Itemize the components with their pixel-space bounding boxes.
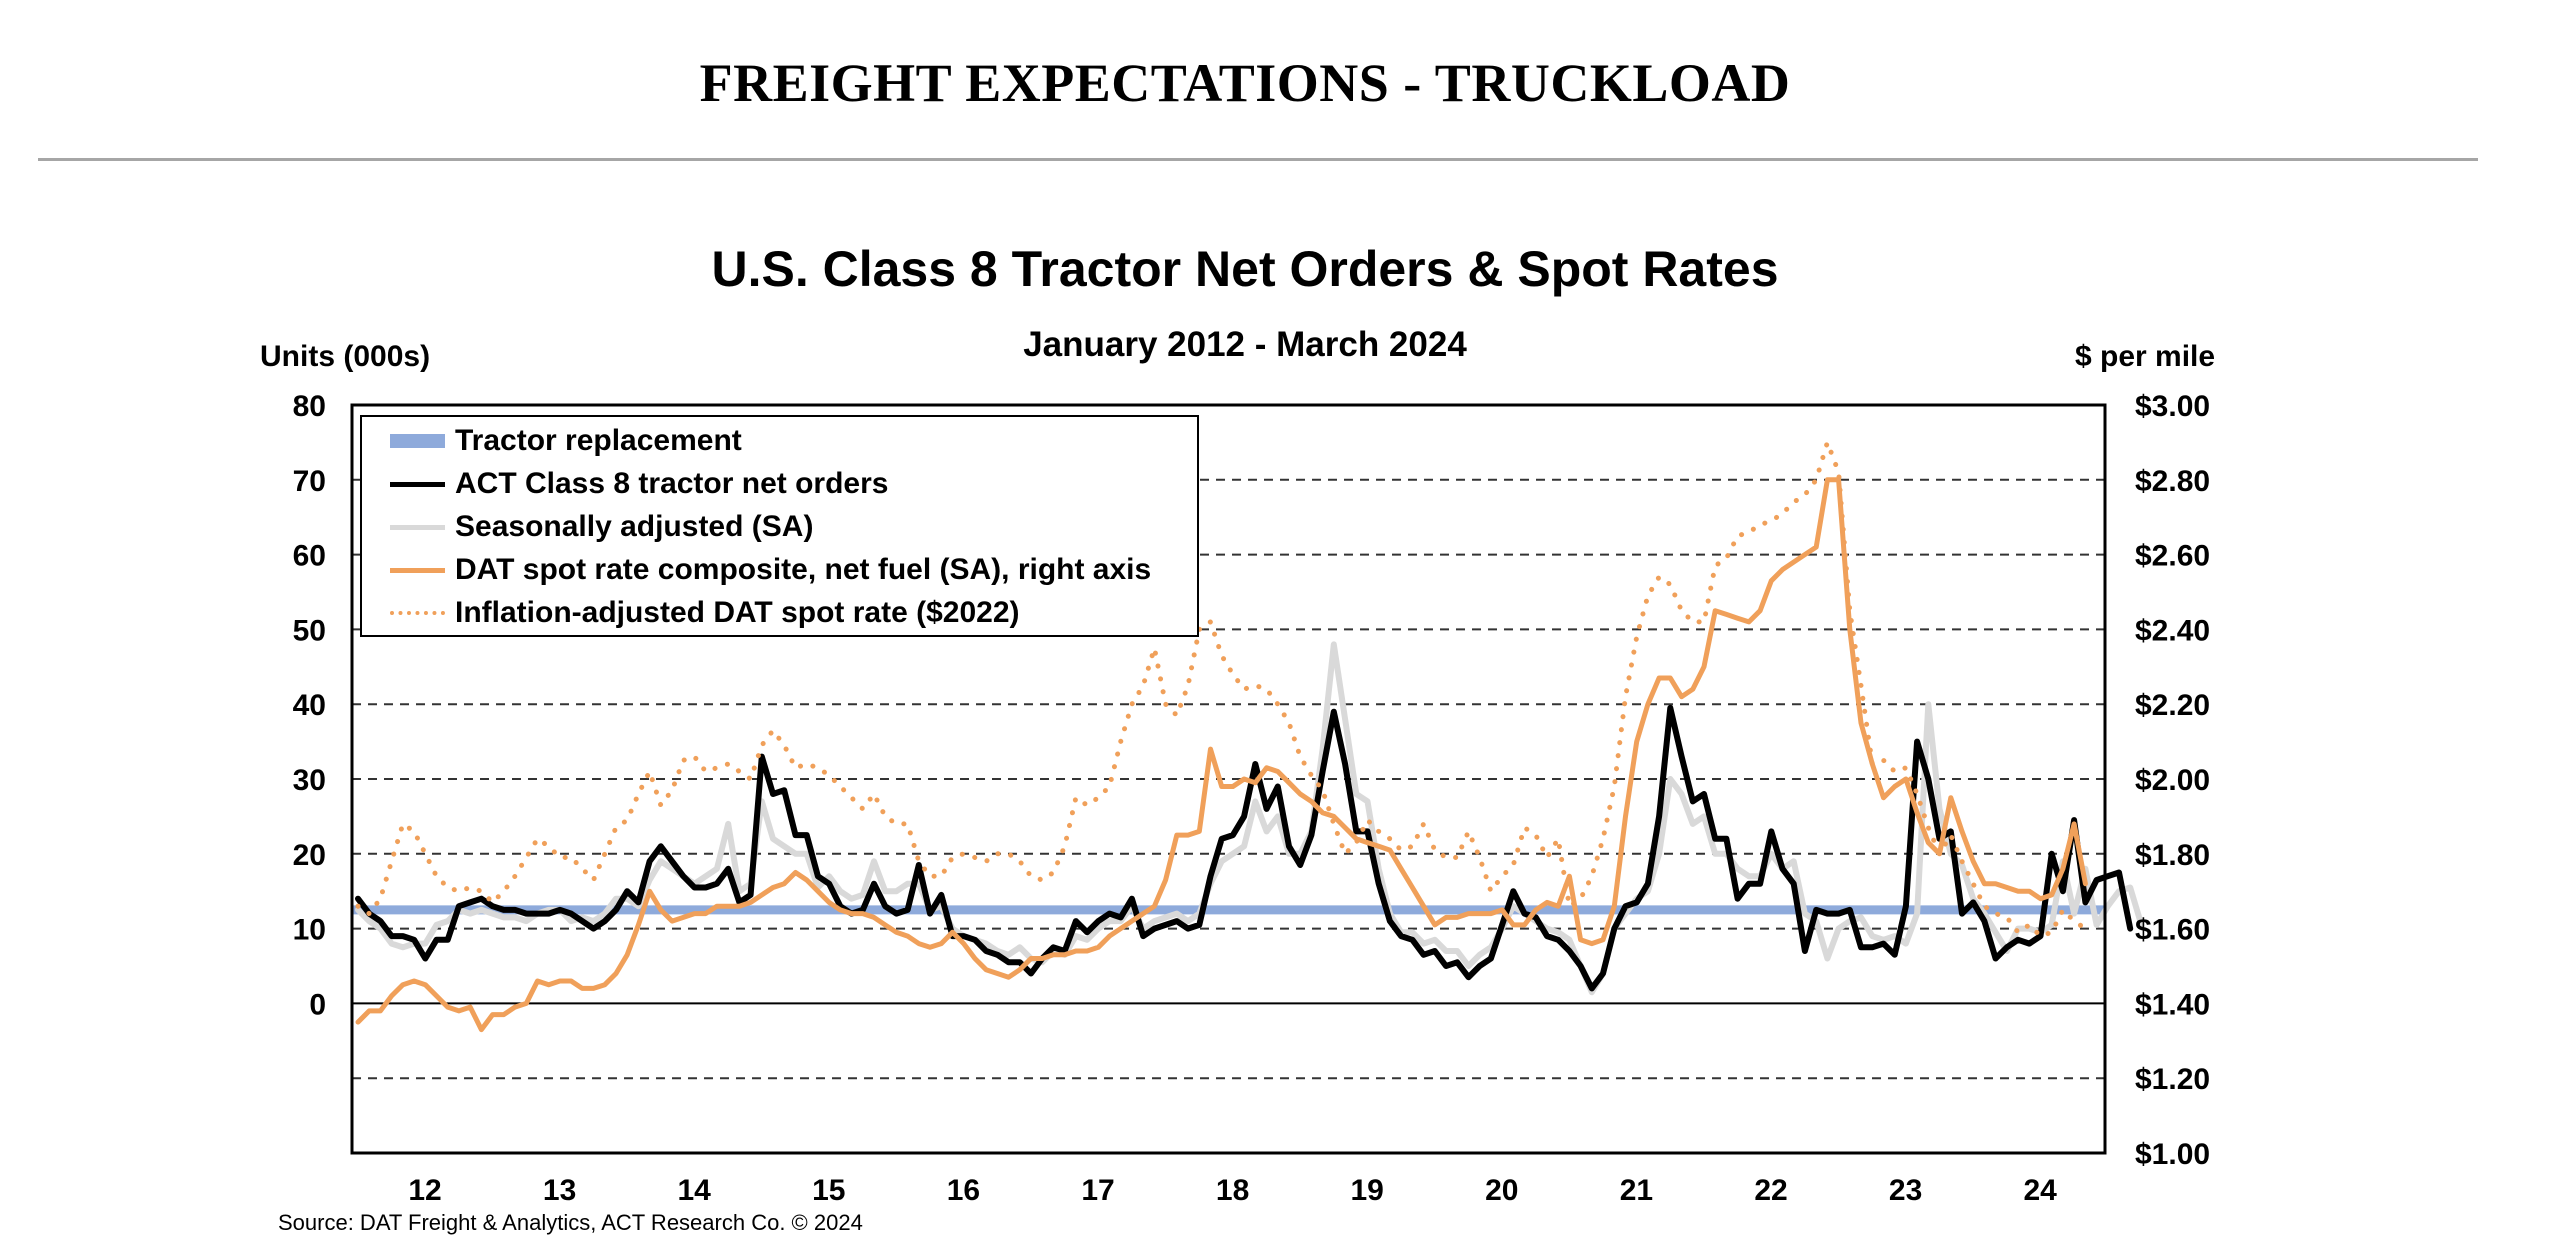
y-tick-label-left: 20	[293, 839, 326, 872]
legend-swatch-black-line	[390, 481, 445, 487]
x-tick-label: 12	[408, 1174, 441, 1207]
y-tick-label-left: 0	[309, 988, 326, 1021]
y-tick-label-right: $2.00	[2135, 764, 2210, 797]
x-tick-label: 20	[1485, 1174, 1518, 1207]
plot-frame	[350, 403, 2107, 1155]
legend-label: Inflation-adjusted DAT spot rate ($2022)	[455, 596, 1020, 629]
tick-labels: 80 70 60 50 40 30 20 10 0 $3.00 $2.80 $2.60 $2.40 $2.…	[293, 390, 2210, 1207]
legend-swatch-orange-dotted	[390, 611, 445, 615]
legend-swatch-band	[390, 434, 445, 448]
y-tick-label-left: 30	[293, 764, 326, 797]
y-tick-label-left: 50	[293, 614, 326, 647]
legend-label: DAT spot rate composite, net fuel (SA), …	[455, 553, 1152, 586]
legend-swatch-orange-line	[390, 567, 445, 573]
legend-item-net-orders: ACT Class 8 tractor net orders	[362, 464, 888, 504]
y-tick-label-right: $2.60	[2135, 540, 2210, 573]
legend-label: Seasonally adjusted (SA)	[455, 510, 814, 543]
y-tick-label-right: $1.20	[2135, 1063, 2210, 1096]
axes	[350, 403, 2107, 1155]
y-tick-label-left: 40	[293, 689, 326, 722]
y-tick-label-right: $3.00	[2135, 390, 2210, 423]
series-seasonally-adjusted-line	[355, 641, 2145, 996]
y-tick-label-left: 60	[293, 540, 326, 573]
legend: Tractor replacement ACT Class 8 tractor …	[360, 415, 1199, 637]
y-tick-label-right: $1.60	[2135, 914, 2210, 947]
legend-item-seasonally-adjusted: Seasonally adjusted (SA)	[362, 507, 813, 547]
y-tick-label-right: $1.00	[2135, 1138, 2210, 1171]
x-tick-label: 21	[1620, 1174, 1653, 1207]
x-tick-label: 22	[1754, 1174, 1787, 1207]
series-net-orders-line	[355, 704, 2134, 992]
x-tick-label: 16	[947, 1174, 980, 1207]
x-tick-label: 24	[2024, 1174, 2058, 1207]
x-tick-label: 17	[1081, 1174, 1114, 1207]
legend-label: Tractor replacement	[455, 424, 742, 457]
series-dat-spot-rate-line	[355, 477, 2088, 1033]
page-title: FREIGHT EXPECTATIONS - TRUCKLOAD	[699, 53, 1791, 113]
title-divider	[38, 158, 2478, 161]
y-axis-label-left: Units (000s)	[260, 340, 431, 373]
y-tick-label-right: $1.40	[2135, 988, 2210, 1021]
source-note: Source: DAT Freight & Analytics, ACT Res…	[278, 1210, 863, 1235]
y-tick-label-right: $2.40	[2135, 614, 2210, 647]
series-lines	[355, 439, 2145, 1033]
x-tick-label: 13	[543, 1174, 576, 1207]
x-tick-label: 18	[1216, 1174, 1249, 1207]
y-tick-label-right: $2.80	[2135, 465, 2210, 498]
legend-item-tractor-replacement: Tractor replacement	[362, 421, 742, 461]
x-tick-label: 19	[1351, 1174, 1384, 1207]
x-tick-label: 23	[1889, 1174, 1922, 1207]
legend-item-dat-spot-rate: DAT spot rate composite, net fuel (SA), …	[362, 550, 1151, 590]
y-tick-label-left: 10	[293, 914, 326, 947]
y-tick-label-right: $2.20	[2135, 689, 2210, 722]
x-tick-label: 15	[812, 1174, 845, 1207]
legend-label: ACT Class 8 tractor net orders	[455, 467, 889, 500]
y-axis-label-right: $ per mile	[2075, 340, 2216, 373]
y-tick-label-left: 80	[293, 390, 326, 423]
chart-subtitle: January 2012 - March 2024	[1023, 325, 1467, 364]
y-tick-label-right: $1.80	[2135, 839, 2210, 872]
legend-swatch-gray-line	[390, 524, 445, 530]
x-tick-label: 14	[678, 1174, 712, 1207]
chart-title: U.S. Class 8 Tractor Net Orders & Spot R…	[711, 241, 1779, 297]
y-tick-label-left: 70	[293, 465, 326, 498]
series-inflation-adjusted-line	[355, 439, 2088, 939]
legend-item-inflation-adjusted: Inflation-adjusted DAT spot rate ($2022)	[362, 593, 1020, 633]
